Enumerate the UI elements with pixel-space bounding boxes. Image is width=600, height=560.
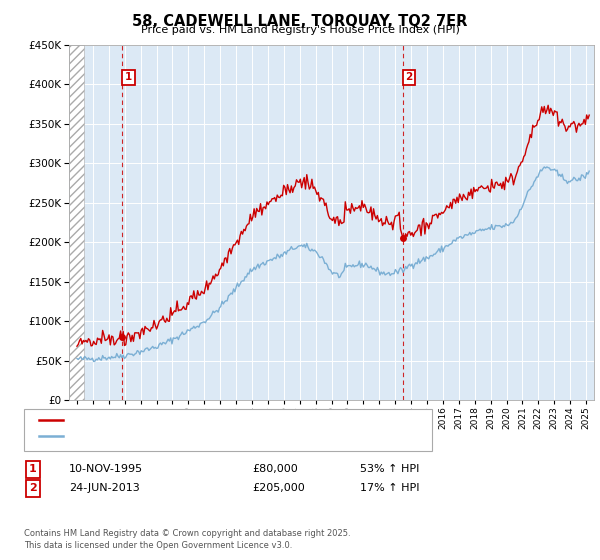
Text: 1: 1 [125, 72, 132, 82]
Bar [69, 45, 83, 400]
Text: £80,000: £80,000 [252, 464, 298, 474]
Text: 1: 1 [29, 464, 37, 474]
Text: Price paid vs. HM Land Registry's House Price Index (HPI): Price paid vs. HM Land Registry's House … [140, 25, 460, 35]
Text: 24-JUN-2013: 24-JUN-2013 [69, 483, 140, 493]
Text: 2: 2 [405, 72, 412, 82]
Text: £205,000: £205,000 [252, 483, 305, 493]
Text: 2: 2 [29, 483, 37, 493]
Text: 53% ↑ HPI: 53% ↑ HPI [360, 464, 419, 474]
Text: Contains HM Land Registry data © Crown copyright and database right 2025.
This d: Contains HM Land Registry data © Crown c… [24, 529, 350, 550]
Text: HPI: Average price, semi-detached house, Torbay: HPI: Average price, semi-detached house,… [66, 431, 306, 441]
Text: 58, CADEWELL LANE, TORQUAY, TQ2 7ER (semi-detached house): 58, CADEWELL LANE, TORQUAY, TQ2 7ER (sem… [66, 415, 385, 425]
Text: 17% ↑ HPI: 17% ↑ HPI [360, 483, 419, 493]
Text: 58, CADEWELL LANE, TORQUAY, TQ2 7ER: 58, CADEWELL LANE, TORQUAY, TQ2 7ER [133, 14, 467, 29]
Text: 10-NOV-1995: 10-NOV-1995 [69, 464, 143, 474]
